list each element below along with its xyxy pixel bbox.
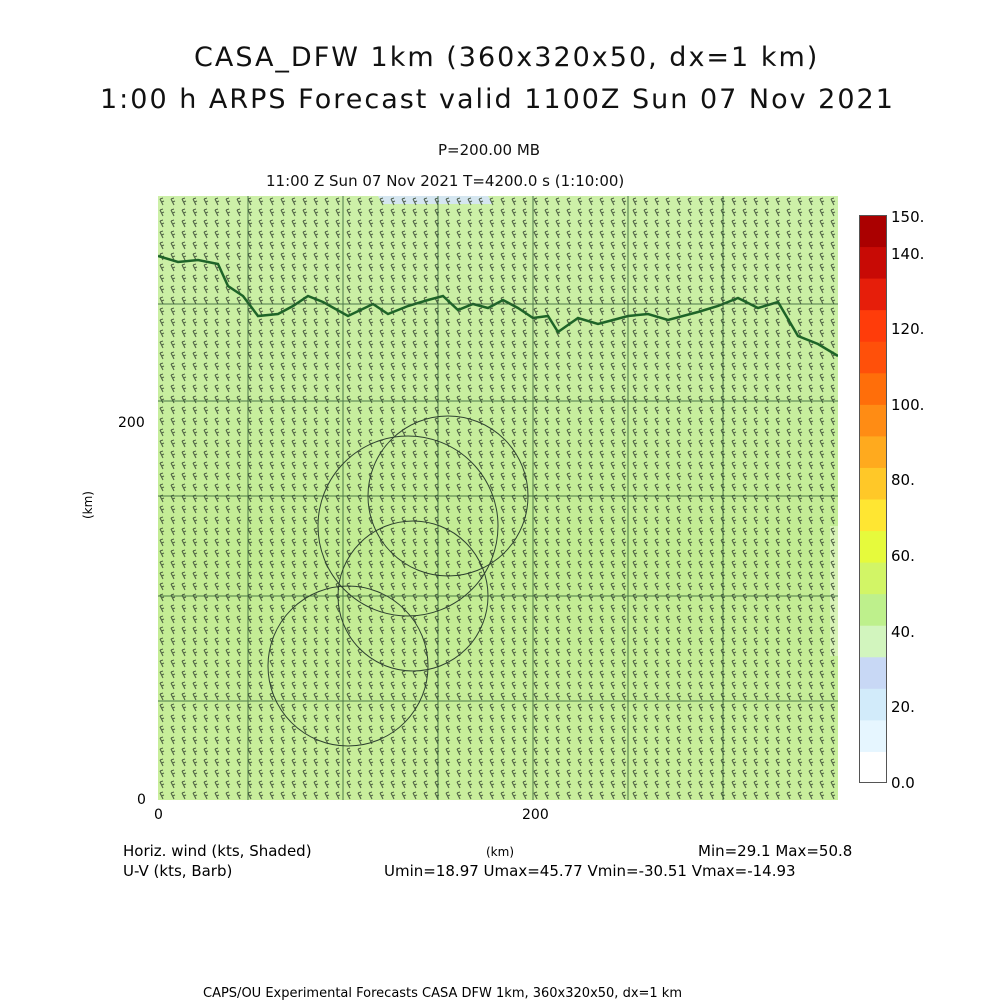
colorbar-label-0: 0.0 — [891, 774, 915, 792]
colorbar-segment — [859, 341, 887, 374]
colorbar-label-80: 80. — [891, 471, 915, 489]
colorbar-segment — [859, 278, 887, 311]
colorbar-label-20: 20. — [891, 698, 915, 716]
chart-title-line2: 1:00 h ARPS Forecast valid 1100Z Sun 07 … — [100, 84, 895, 115]
colorbar-segment — [859, 215, 887, 248]
radar-range-rings — [267, 415, 529, 747]
wind-barb-field — [158, 196, 838, 800]
colorbar — [859, 215, 887, 783]
colorbar-border — [859, 215, 887, 783]
footer-credit: CAPS/OU Experimental Forecasts CASA DFW … — [203, 986, 683, 1001]
colorbar-label-150: 150. — [891, 208, 925, 226]
colorbar-segment — [859, 530, 887, 563]
field-label: Horiz. wind (kts, Shaded) — [123, 842, 312, 860]
y-axis-unit: (km) — [81, 490, 96, 520]
colorbar-segment — [859, 435, 887, 468]
colorbar-segment — [859, 372, 887, 405]
colorbar-segment — [859, 467, 887, 500]
colorbar-label-40: 40. — [891, 623, 915, 641]
chart-title-line1: CASA_DFW 1km (360x320x50, dx=1 km) — [194, 42, 820, 73]
colorbar-segment — [859, 499, 887, 532]
colorbar-segment — [859, 656, 887, 689]
colorbar-segment — [859, 404, 887, 437]
wind-map — [158, 196, 838, 800]
colorbar-segment — [859, 593, 887, 626]
colorbar-segment — [859, 246, 887, 279]
x-tick-200: 200 — [522, 807, 549, 823]
county-lines — [158, 196, 838, 800]
colorbar-segment — [859, 562, 887, 595]
colorbar-label-100: 100. — [891, 396, 925, 414]
colorbar-label-140: 140. — [891, 245, 925, 263]
colorbar-segment — [859, 751, 887, 783]
colorbar-segment — [859, 719, 887, 752]
colorbar-segment — [859, 309, 887, 342]
valid-time-label: 11:00 Z Sun 07 Nov 2021 T=4200.0 s (1:10… — [266, 172, 625, 190]
y-tick-200: 200 — [118, 415, 145, 431]
colorbar-label-120: 120. — [891, 320, 925, 338]
colorbar-segment — [859, 625, 887, 658]
state-boundary — [158, 254, 838, 358]
colorbar-segment — [859, 688, 887, 721]
colorbar-label-60: 60. — [891, 547, 915, 565]
min-max-label: Min=29.1 Max=50.8 — [698, 842, 853, 860]
uv-stats-label: Umin=18.97 Umax=45.77 Vmin=-30.51 Vmax=-… — [384, 862, 796, 880]
x-axis-unit: (km) — [486, 845, 515, 859]
pressure-level-label: P=200.00 MB — [438, 141, 541, 159]
vector-label: U-V (kts, Barb) — [123, 862, 233, 880]
x-tick-0: 0 — [154, 807, 163, 823]
y-tick-0: 0 — [137, 792, 146, 808]
